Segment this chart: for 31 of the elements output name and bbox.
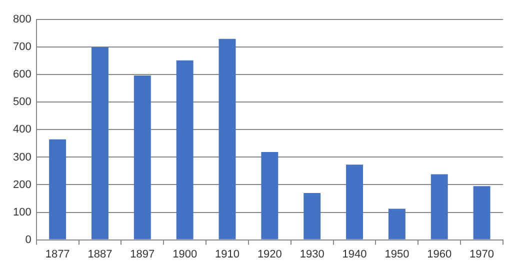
x-tick-label: 1970: [470, 248, 494, 260]
x-tick-label: 1920: [257, 248, 282, 260]
bar: [473, 186, 490, 240]
y-tick-label: 100: [12, 206, 32, 218]
bar: [261, 152, 278, 240]
y-tick-label: 800: [12, 14, 32, 26]
x-tick-label: 1900: [172, 248, 198, 260]
bar: [218, 38, 236, 240]
bar: [430, 174, 448, 240]
x-tick-label: 1940: [342, 248, 367, 260]
y-tick-label: 0: [25, 234, 32, 246]
bar: [346, 164, 364, 240]
y-tick-label: 400: [12, 124, 32, 136]
bar: [388, 208, 406, 240]
bar: [304, 193, 321, 240]
bar: [176, 60, 194, 240]
x-tick-label: 1950: [384, 248, 410, 260]
x-tick-label: 1897: [130, 248, 155, 260]
x-tick-label: 1960: [427, 248, 452, 260]
x-tick-label: 1930: [300, 248, 324, 260]
y-tick-label: 700: [12, 41, 32, 54]
y-tick-label: 500: [12, 96, 32, 108]
x-tick-label: 1887: [88, 248, 112, 260]
y-tick-label: 200: [12, 178, 32, 191]
bar: [134, 75, 151, 240]
bar: [49, 139, 66, 240]
y-tick-label: 300: [12, 151, 32, 164]
bar: [92, 47, 108, 240]
x-tick-label: 1910: [215, 248, 240, 260]
y-tick-label: 600: [12, 68, 32, 81]
x-tick-label: 1877: [45, 248, 70, 260]
